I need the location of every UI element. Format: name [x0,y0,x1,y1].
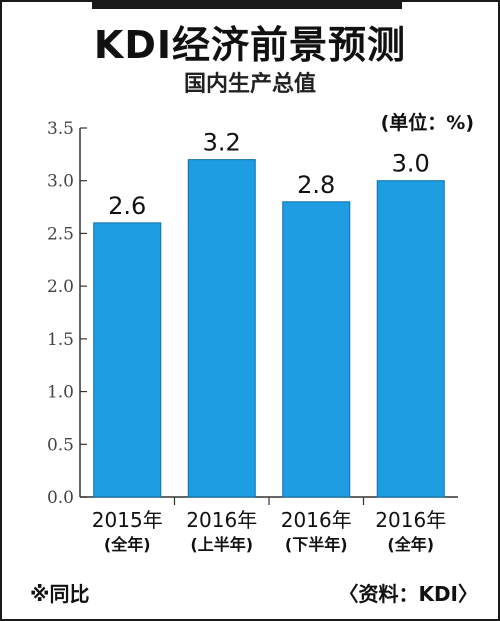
y-tick-label: 1.5 [47,330,74,350]
top-decorative-bar [92,0,402,9]
bar-value-label: 3.0 [392,150,430,178]
bar [282,201,351,498]
x-category-label: 2015年 [92,508,163,532]
bar [93,222,162,498]
chart-subtitle: 国内生产总值 [183,72,316,97]
x-category-label: 2016年 [186,508,257,532]
chart-title: KDI经济前景预测 [93,23,407,67]
x-category-sublabel: (全年) [104,535,151,554]
x-category-label: 2016年 [375,508,446,532]
y-tick-label: 2.0 [47,277,74,297]
x-category-label: 2016年 [281,508,352,532]
x-category-sublabel: (全年) [387,535,434,554]
x-category-sublabel: (上半年) [190,535,253,554]
footnote: ※同比 [30,582,90,606]
bar-value-label: 2.8 [297,171,335,199]
y-tick-label: 2.5 [47,224,74,244]
x-category-sublabel: (下半年) [285,535,348,554]
bar [376,180,445,498]
y-tick-label: 1.0 [47,383,74,403]
y-tick-label: 3.5 [47,119,74,139]
y-tick-label: 3.0 [47,172,74,192]
y-tick-label: 0.0 [47,488,74,508]
source-note: 〈资料：KDI〉 [338,582,478,606]
bar [187,159,256,498]
y-tick-label: 0.5 [47,435,74,455]
bar-value-label: 3.2 [203,129,241,157]
unit-label: (单位：%) [380,112,474,134]
bar-value-label: 2.6 [108,192,146,220]
